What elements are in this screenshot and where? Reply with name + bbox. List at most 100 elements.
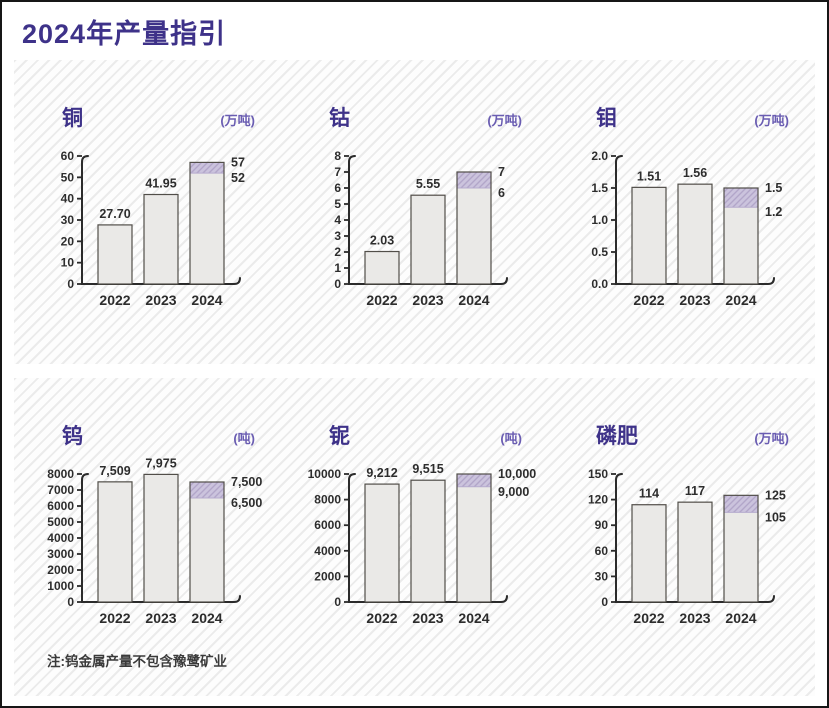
chart-head: 钼 (万吨) (548, 60, 815, 130)
chart-unit-niobium: (吨) (500, 431, 522, 446)
chart-unit-molybdenum: (万吨) (754, 113, 789, 128)
svg-text:8000: 8000 (314, 493, 341, 507)
svg-text:114: 114 (639, 487, 659, 501)
svg-text:2023: 2023 (145, 610, 176, 626)
svg-text:2023: 2023 (412, 292, 443, 308)
bar-chart-phosphate: 0 30 60 90 120 150 114 2022 117 2023 125 105 2024 (588, 467, 786, 626)
svg-text:9,212: 9,212 (366, 466, 397, 480)
svg-text:2024: 2024 (191, 292, 222, 308)
svg-text:60: 60 (61, 149, 75, 163)
svg-text:1000: 1000 (47, 579, 74, 593)
chart-card-copper: 铜 (万吨) 0 10 20 30 40 50 60 27.70 2022 41.95 2023 57… (14, 60, 281, 364)
chart-card-molybdenum: 钼 (万吨) 0.0 0.5 1.0 1.5 2.0 1.51 2022 1.56 2023 1.… (548, 60, 815, 364)
chart-head: 铜 (万吨) (14, 60, 281, 130)
report-header: 2024年产量指引 (2, 2, 827, 60)
chart-title-molybdenum: 钼 (596, 107, 617, 130)
svg-text:1.0: 1.0 (591, 213, 608, 227)
svg-text:57: 57 (231, 155, 245, 169)
bar-chart-cobalt: 0 1 2 3 4 5 6 7 8 2.03 2022 5.55 2023 7 6 2024 (334, 149, 508, 308)
svg-text:3000: 3000 (47, 547, 74, 561)
svg-text:2022: 2022 (366, 292, 397, 308)
svg-text:2024: 2024 (191, 610, 222, 626)
chart-head: 钴 (万吨) (281, 60, 548, 130)
svg-text:1.5: 1.5 (591, 181, 608, 195)
svg-text:7,500: 7,500 (231, 475, 262, 489)
chart-title-niobium: 铌 (329, 425, 350, 448)
svg-text:2022: 2022 (633, 292, 664, 308)
svg-text:2000: 2000 (314, 569, 341, 583)
svg-text:0: 0 (67, 277, 74, 291)
svg-text:50: 50 (61, 170, 75, 184)
svg-text:0.0: 0.0 (591, 277, 608, 291)
chart-head: 铌 (吨) (281, 378, 548, 448)
svg-text:0: 0 (334, 595, 341, 609)
svg-text:2024: 2024 (725, 292, 756, 308)
svg-text:1.2: 1.2 (765, 205, 782, 219)
svg-text:6: 6 (498, 186, 505, 200)
svg-text:105: 105 (765, 510, 786, 524)
svg-text:10: 10 (61, 256, 75, 270)
svg-text:0.5: 0.5 (591, 245, 608, 259)
svg-text:30: 30 (61, 213, 75, 227)
svg-text:1: 1 (334, 261, 341, 275)
chart-card-tungsten: 钨 (吨) 0 1000 2000 3000 4000 5000 6000 7000 8000 7… (14, 378, 281, 696)
svg-text:20: 20 (61, 234, 75, 248)
svg-text:0: 0 (334, 277, 341, 291)
chart-unit-phosphate: (万吨) (754, 431, 789, 446)
svg-text:2023: 2023 (679, 610, 710, 626)
svg-text:117: 117 (685, 484, 705, 498)
svg-text:60: 60 (595, 544, 609, 558)
bar-chart-copper: 0 10 20 30 40 50 60 27.70 2022 41.95 2023 57 52 2024 (61, 149, 245, 308)
svg-text:2.0: 2.0 (591, 149, 608, 163)
svg-text:125: 125 (765, 488, 786, 502)
svg-text:1.51: 1.51 (637, 169, 661, 183)
chart-head: 钨 (吨) (14, 378, 281, 448)
top-chart-panel: 铜 (万吨) 0 10 20 30 40 50 60 27.70 2022 41.95 2023 57… (14, 60, 815, 364)
svg-text:7000: 7000 (47, 483, 74, 497)
svg-text:6000: 6000 (47, 499, 74, 513)
svg-text:90: 90 (595, 518, 609, 532)
bottom-chart-panel: 钨 (吨) 0 1000 2000 3000 4000 5000 6000 7000 8000 7… (14, 378, 815, 696)
chart-head: 磷肥 (万吨) (548, 378, 815, 448)
svg-text:2022: 2022 (99, 610, 130, 626)
chart-unit-tungsten: (吨) (233, 431, 255, 446)
svg-text:2022: 2022 (633, 610, 664, 626)
chart-unit-cobalt: (万吨) (487, 113, 522, 128)
chart-title-cobalt: 钴 (329, 107, 350, 130)
svg-text:10000: 10000 (308, 467, 342, 481)
svg-text:9,515: 9,515 (412, 462, 443, 476)
svg-text:5000: 5000 (47, 515, 74, 529)
svg-text:3: 3 (334, 229, 341, 243)
svg-text:150: 150 (588, 467, 608, 481)
svg-text:1.56: 1.56 (683, 166, 707, 180)
svg-text:2: 2 (334, 245, 341, 259)
svg-text:8: 8 (334, 149, 341, 163)
svg-text:2024: 2024 (725, 610, 756, 626)
svg-text:4000: 4000 (47, 531, 74, 545)
svg-text:120: 120 (588, 493, 608, 507)
svg-text:30: 30 (595, 569, 609, 583)
svg-text:4: 4 (334, 213, 341, 227)
svg-text:8000: 8000 (47, 467, 74, 481)
svg-text:27.70: 27.70 (99, 207, 130, 221)
svg-text:41.95: 41.95 (145, 177, 176, 191)
bar-chart-niobium: 0 2000 4000 6000 8000 10000 9,212 2022 9,515 2023… (308, 462, 537, 626)
svg-text:0: 0 (67, 595, 74, 609)
svg-text:40: 40 (61, 192, 75, 206)
svg-text:2024: 2024 (458, 292, 489, 308)
svg-text:5.55: 5.55 (416, 177, 440, 191)
bar-chart-molybdenum: 0.0 0.5 1.0 1.5 2.0 1.51 2022 1.56 2023 1.5 1.2 202… (591, 149, 782, 308)
chart-title-phosphate: 磷肥 (596, 425, 638, 448)
svg-text:4000: 4000 (314, 544, 341, 558)
svg-text:7,509: 7,509 (99, 464, 130, 478)
svg-text:2023: 2023 (145, 292, 176, 308)
page-title: 2024年产量指引 (22, 18, 227, 49)
svg-text:7,975: 7,975 (145, 456, 176, 470)
svg-text:7: 7 (334, 165, 341, 179)
svg-text:2023: 2023 (412, 610, 443, 626)
svg-text:5: 5 (334, 197, 341, 211)
svg-text:2022: 2022 (366, 610, 397, 626)
svg-text:0: 0 (601, 595, 608, 609)
svg-text:6,500: 6,500 (231, 496, 262, 510)
